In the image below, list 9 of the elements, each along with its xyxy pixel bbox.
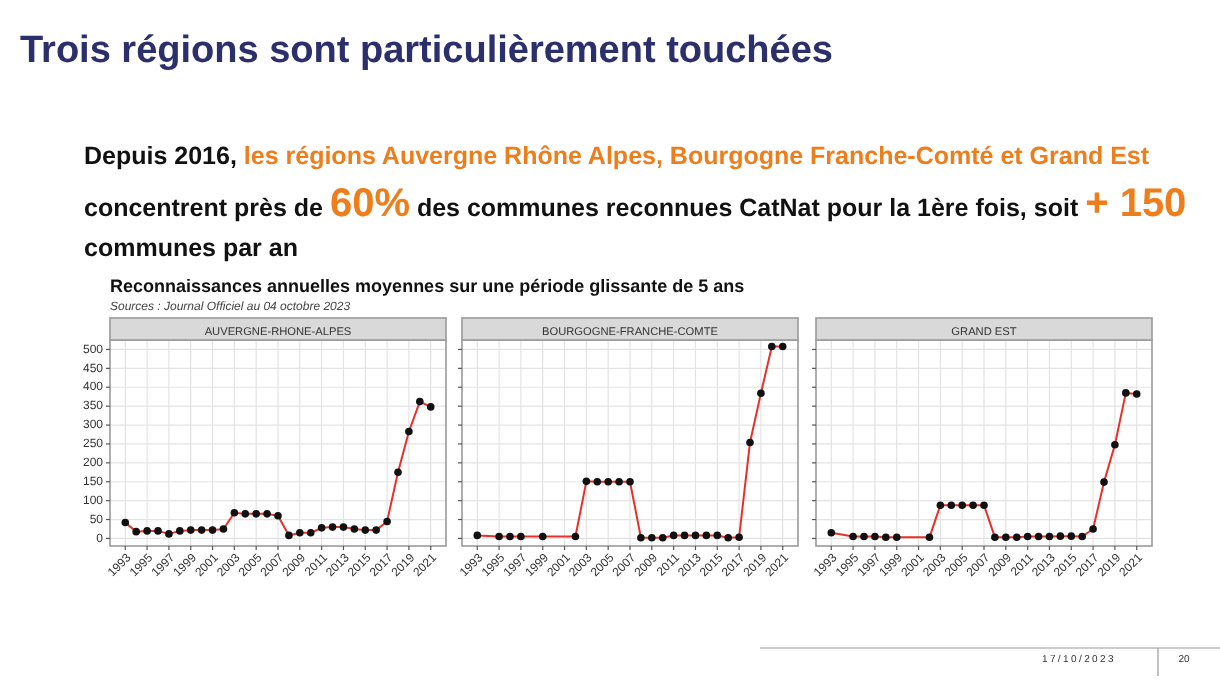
text: + 150 <box>1085 182 1187 226</box>
text: Trois régions sont particulièrement touchées <box>20 30 833 72</box>
text: les régions Auvergne Rhône Alpes, Bourgogne Franche-Comté et Grand Est <box>243 142 1151 170</box>
text: communes par an <box>84 234 298 262</box>
text: concentrent près de <box>84 194 330 222</box>
text: Reconnaissances annuelles moyennes sur une période glissante de 5 ans <box>110 276 745 296</box>
text: des communes reconnues CatNat pour la 1ère fois, soit <box>409 194 1086 222</box>
text: 60% <box>329 182 411 226</box>
text: Depuis 2016, <box>84 142 244 170</box>
